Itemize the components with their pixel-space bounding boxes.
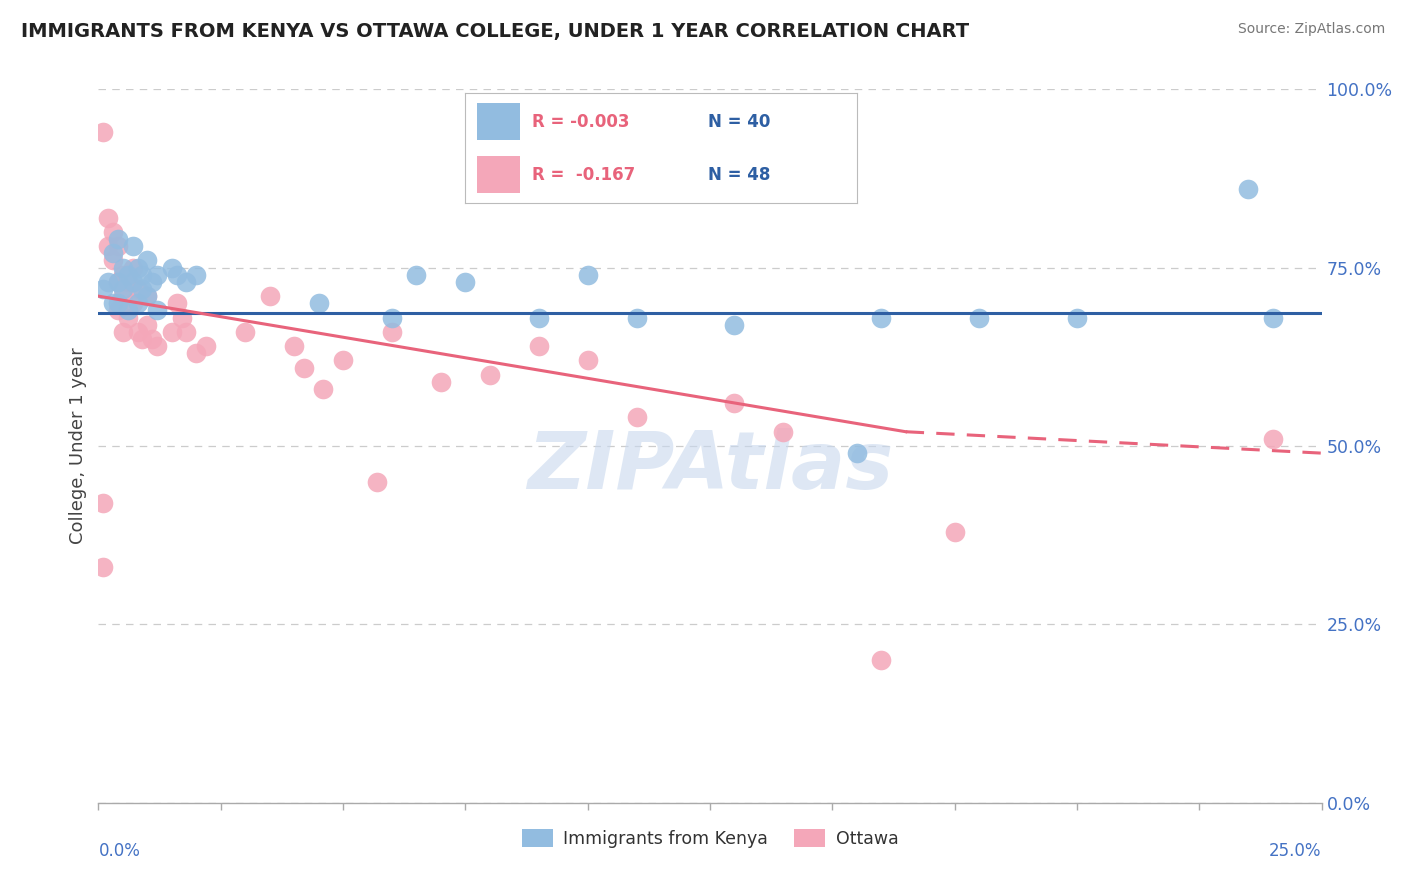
Point: [91, 560, 114, 574]
Point: [117, 268, 139, 282]
Point: [870, 310, 893, 325]
Point: [845, 446, 868, 460]
Point: [141, 332, 163, 346]
Point: [131, 282, 153, 296]
Text: Source: ZipAtlas.com: Source: ZipAtlas.com: [1237, 22, 1385, 37]
Point: [160, 325, 183, 339]
Point: [111, 260, 134, 275]
Point: [176, 325, 198, 339]
Point: [576, 268, 599, 282]
Point: [166, 268, 188, 282]
Point: [117, 275, 139, 289]
Point: [308, 296, 330, 310]
Y-axis label: College, Under 1 year: College, Under 1 year: [69, 348, 87, 544]
Point: [1261, 310, 1284, 325]
Point: [107, 275, 129, 289]
Point: [478, 368, 501, 382]
Point: [366, 475, 388, 489]
Point: [121, 260, 143, 275]
Point: [101, 253, 124, 268]
Point: [127, 282, 149, 296]
Point: [111, 289, 134, 303]
Point: [111, 268, 134, 282]
Point: [107, 232, 129, 246]
Point: [101, 296, 124, 310]
Point: [723, 318, 745, 332]
Point: [195, 339, 218, 353]
Point: [121, 275, 143, 289]
Point: [176, 275, 198, 289]
Point: [107, 275, 129, 289]
Text: ZIPAtlas: ZIPAtlas: [527, 428, 893, 507]
Point: [127, 296, 149, 310]
Point: [454, 275, 477, 289]
Point: [146, 268, 169, 282]
Point: [97, 239, 120, 253]
Point: [430, 375, 453, 389]
Point: [381, 325, 404, 339]
Point: [723, 396, 745, 410]
Point: [576, 353, 599, 368]
Point: [117, 303, 139, 318]
Point: [1237, 182, 1260, 196]
Point: [131, 332, 153, 346]
Point: [967, 310, 990, 325]
Point: [870, 653, 893, 667]
Point: [121, 239, 143, 253]
Point: [117, 310, 139, 325]
Point: [97, 275, 120, 289]
Point: [626, 310, 648, 325]
Point: [141, 275, 163, 289]
Point: [111, 325, 134, 339]
Point: [146, 303, 169, 318]
Point: [166, 296, 188, 310]
Point: [91, 282, 114, 296]
Point: [97, 211, 120, 225]
Point: [136, 289, 159, 303]
Point: [332, 353, 354, 368]
Text: IMMIGRANTS FROM KENYA VS OTTAWA COLLEGE, UNDER 1 YEAR CORRELATION CHART: IMMIGRANTS FROM KENYA VS OTTAWA COLLEGE,…: [21, 22, 969, 41]
Point: [943, 524, 966, 539]
Point: [107, 296, 129, 310]
Point: [312, 382, 335, 396]
Point: [1261, 432, 1284, 446]
Point: [136, 253, 159, 268]
Point: [186, 268, 208, 282]
Point: [127, 325, 149, 339]
Point: [107, 239, 129, 253]
Text: 25.0%: 25.0%: [1270, 842, 1322, 860]
Point: [626, 410, 648, 425]
Point: [292, 360, 315, 375]
Point: [527, 339, 550, 353]
Point: [121, 296, 143, 310]
Point: [259, 289, 281, 303]
Point: [136, 318, 159, 332]
Point: [111, 282, 134, 296]
Point: [1066, 310, 1088, 325]
Point: [405, 268, 427, 282]
Point: [127, 260, 149, 275]
Point: [136, 289, 159, 303]
Point: [91, 496, 114, 510]
Text: 0.0%: 0.0%: [98, 842, 141, 860]
Point: [233, 325, 256, 339]
Point: [91, 125, 114, 139]
Point: [527, 310, 550, 325]
Point: [170, 310, 193, 325]
Point: [186, 346, 208, 360]
Point: [146, 339, 169, 353]
Point: [772, 425, 794, 439]
Point: [381, 310, 404, 325]
Point: [107, 303, 129, 318]
Point: [283, 339, 305, 353]
Point: [131, 268, 153, 282]
Point: [160, 260, 183, 275]
Point: [101, 225, 124, 239]
Point: [101, 246, 124, 260]
Legend: Immigrants from Kenya, Ottawa: Immigrants from Kenya, Ottawa: [515, 822, 905, 855]
